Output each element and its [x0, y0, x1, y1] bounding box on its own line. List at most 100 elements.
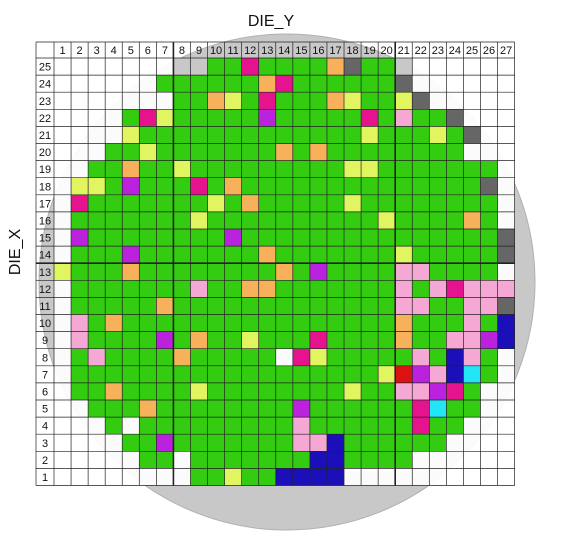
die-cell: [54, 126, 72, 144]
die-cell: [207, 92, 225, 110]
die-cell: [292, 468, 310, 486]
die-cell: [344, 468, 362, 486]
die-cell: [258, 348, 276, 366]
die-cell: [139, 280, 157, 298]
die-cell: [463, 400, 481, 418]
die-cell: [207, 75, 225, 93]
die-cell: [309, 92, 327, 110]
die-cell: [88, 211, 106, 229]
die-cell: [497, 229, 515, 247]
die-cell: [156, 126, 174, 144]
die-cell: [207, 211, 225, 229]
die-cell: [139, 331, 157, 349]
die-cell: [292, 109, 310, 127]
die-cell: [361, 331, 379, 349]
die-cell: [105, 400, 123, 418]
die-cell: [395, 177, 413, 195]
die-cell: [190, 58, 208, 76]
die-cell: [156, 400, 174, 418]
die-cell: [275, 417, 293, 435]
die-cell: [395, 348, 413, 366]
die-cell: [156, 109, 174, 127]
die-cell: [105, 382, 123, 400]
die-cell: [497, 92, 515, 110]
die-cell: [258, 229, 276, 247]
die-cell: [395, 468, 413, 486]
row-tick-label: 5: [42, 404, 48, 416]
die-cell: [173, 109, 191, 127]
die-cell: [105, 365, 123, 383]
die-cell: [88, 160, 106, 178]
column-tick-label: 16: [312, 45, 324, 57]
die-cell: [446, 365, 464, 383]
die-cell: [207, 194, 225, 212]
die-cell: [463, 451, 481, 469]
die-cell: [122, 365, 140, 383]
die-cell: [207, 451, 225, 469]
die-cell: [173, 331, 191, 349]
die-cell: [224, 143, 242, 161]
die-cell: [344, 126, 362, 144]
chart-title: DIE_Y: [248, 13, 295, 30]
die-cell: [224, 297, 242, 315]
die-cell: [54, 434, 72, 452]
die-cell: [207, 468, 225, 486]
die-cell: [190, 314, 208, 332]
die-cell: [395, 160, 413, 178]
die-cell: [378, 468, 396, 486]
die-cell: [105, 194, 123, 212]
die-cell: [122, 92, 140, 110]
die-cell: [412, 451, 430, 469]
die-cell: [122, 160, 140, 178]
die-cell: [207, 229, 225, 247]
die-cell: [446, 314, 464, 332]
column-tick-label: 17: [329, 45, 341, 57]
die-cell: [105, 246, 123, 264]
die-cell: [241, 280, 259, 298]
die-cell: [71, 382, 89, 400]
die-cell: [139, 451, 157, 469]
die-cell: [156, 417, 174, 435]
die-cell: [275, 280, 293, 298]
die-cell: [224, 348, 242, 366]
die-cell: [378, 126, 396, 144]
die-cell: [412, 365, 430, 383]
die-cell: [173, 365, 191, 383]
die-cell: [88, 331, 106, 349]
die-cell: [241, 143, 259, 161]
die-cell: [241, 92, 259, 110]
die-cell: [292, 160, 310, 178]
die-cell: [361, 229, 379, 247]
die-cell: [429, 75, 447, 93]
die-cell: [88, 75, 106, 93]
die-cell: [190, 382, 208, 400]
die-cell: [344, 211, 362, 229]
die-cell: [292, 365, 310, 383]
row-tick-label: 15: [39, 233, 51, 245]
die-cell: [480, 126, 498, 144]
die-cell: [446, 160, 464, 178]
die-cell: [190, 468, 208, 486]
die-cell: [139, 194, 157, 212]
die-cell: [344, 246, 362, 264]
column-tick-label: 6: [145, 45, 151, 57]
die-cell: [497, 331, 515, 349]
die-cell: [71, 177, 89, 195]
die-cell: [88, 280, 106, 298]
die-cell: [105, 434, 123, 452]
die-cell: [463, 348, 481, 366]
die-cell: [54, 229, 72, 247]
die-cell: [275, 263, 293, 281]
die-cell: [326, 314, 345, 332]
die-cell: [54, 160, 72, 178]
die-cell: [344, 109, 362, 127]
die-cell: [480, 160, 498, 178]
die-cell: [54, 280, 72, 298]
die-cell: [241, 348, 259, 366]
die-cell: [463, 75, 481, 93]
die-cell: [326, 160, 345, 178]
die-cell: [156, 434, 174, 452]
die-cell: [480, 400, 498, 418]
die-cell: [412, 468, 430, 486]
